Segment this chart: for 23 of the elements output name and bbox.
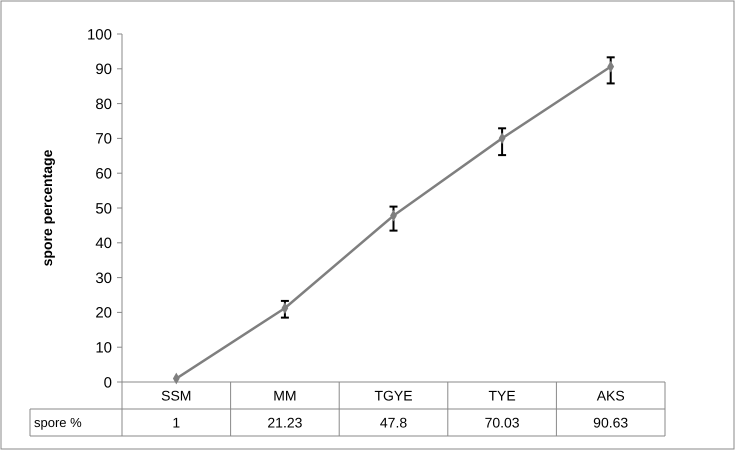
y-tick-label: 0 bbox=[104, 374, 112, 392]
y-tick-label: 10 bbox=[95, 339, 112, 356]
x-tick-label: SSM bbox=[161, 387, 192, 404]
y-tick-label: 20 bbox=[95, 304, 112, 322]
data-label: 70.03 bbox=[484, 414, 520, 430]
y-tick-label: 80 bbox=[95, 96, 112, 113]
y-axis-title: spore percentage bbox=[39, 149, 55, 266]
y-tick-label: 90 bbox=[95, 61, 112, 78]
y-tick-label: 60 bbox=[95, 165, 112, 182]
x-tick-label: TGYE bbox=[374, 387, 413, 404]
y-tick-label: 70 bbox=[95, 130, 112, 148]
data-label: 47.8 bbox=[380, 414, 408, 430]
data-label: 90.63 bbox=[593, 414, 628, 430]
data-label: 1 bbox=[172, 414, 180, 430]
x-tick-label: TYE bbox=[488, 387, 516, 404]
x-tick-label: MM bbox=[273, 387, 297, 404]
y-tick-label: 50 bbox=[95, 200, 112, 218]
y-tick-label: 40 bbox=[95, 235, 112, 252]
x-tick-label: AKS bbox=[596, 387, 625, 404]
legend-label: spore % bbox=[34, 415, 82, 430]
data-label: 21.23 bbox=[267, 414, 303, 430]
y-tick-label: 100 bbox=[86, 26, 112, 44]
y-tick-label: 30 bbox=[95, 270, 112, 287]
